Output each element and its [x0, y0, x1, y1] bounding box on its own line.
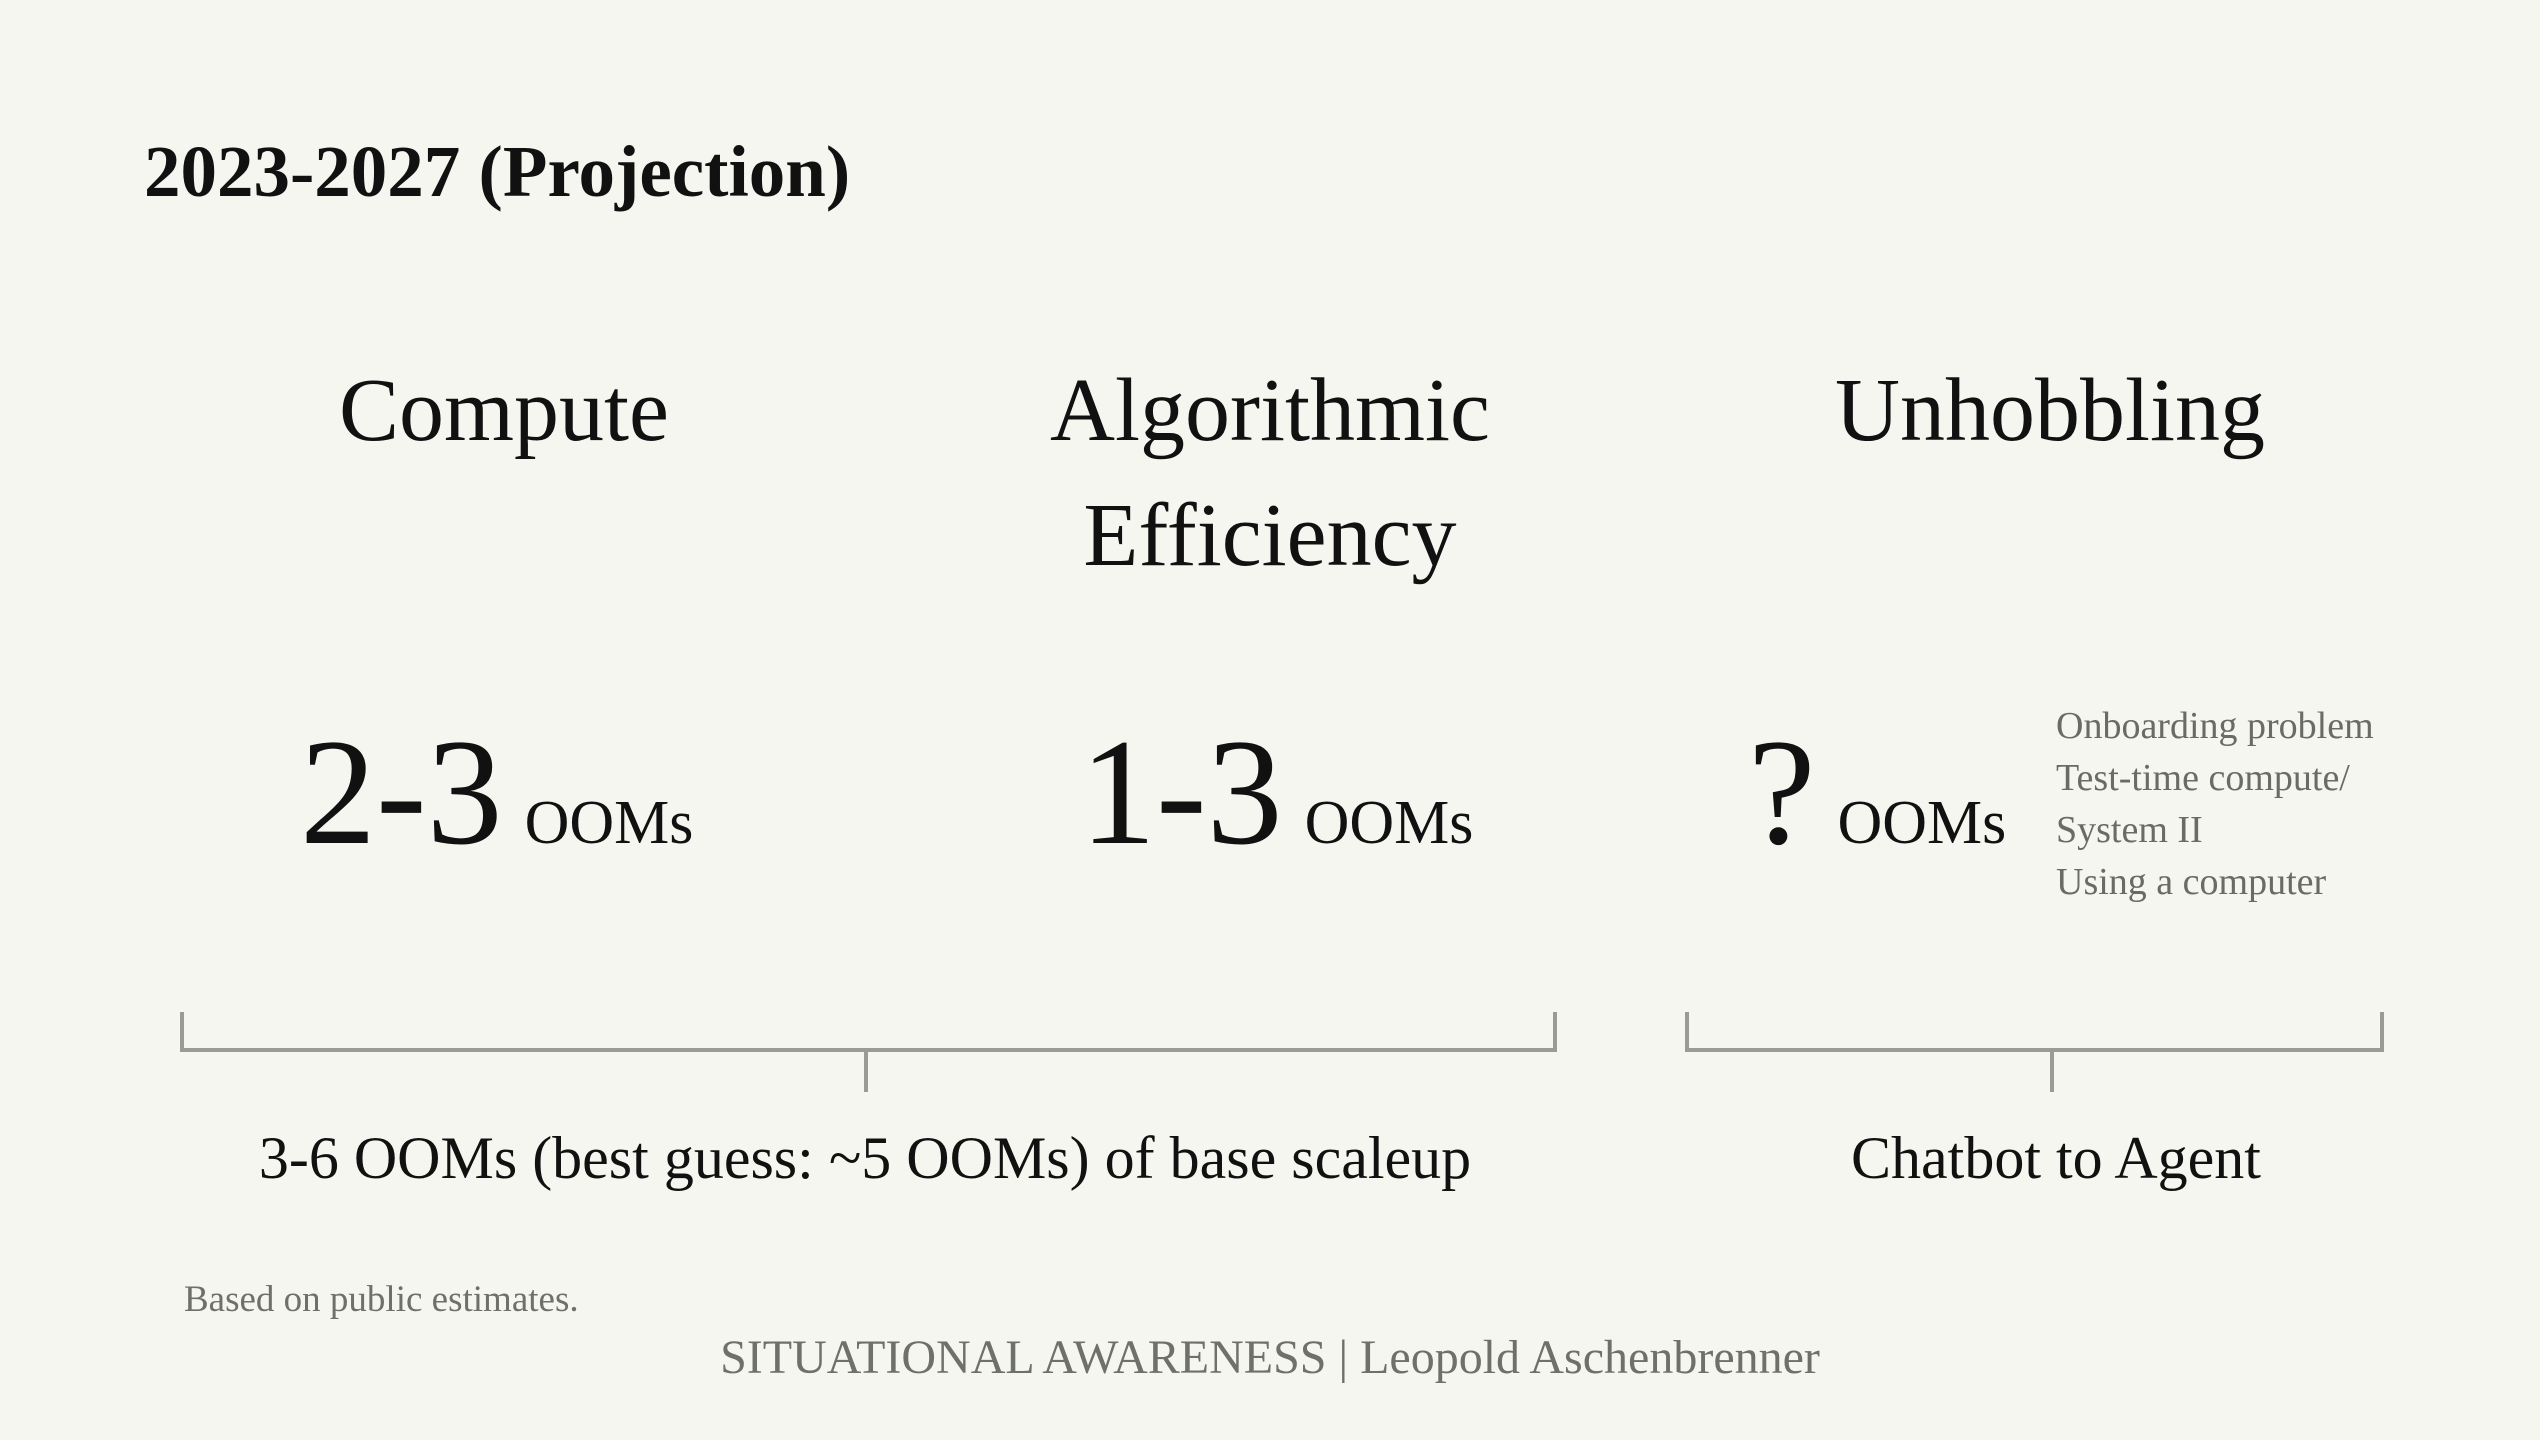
bracket-base-scaleup — [180, 1012, 1557, 1092]
ooms-algorithmic-efficiency: 1-3 OOMs — [1080, 716, 1473, 868]
column-heading-algorithmic-efficiency: Algorithmic Efficiency — [970, 348, 1570, 598]
ooms-unhobbling: ? OOMs — [1748, 716, 2006, 868]
unhobbling-example: Using a computer — [2056, 861, 2327, 903]
bracket-label-chatbot-to-agent: Chatbot to Agent — [1851, 1125, 2261, 1191]
ooms-unit-compute: OOMs — [524, 789, 694, 857]
ooms-unit-algorithmic-efficiency: OOMs — [1304, 789, 1474, 857]
credit-line: SITUATIONAL AWARENESS | Leopold Aschenbr… — [720, 1331, 1820, 1384]
bracket-chatbot-to-agent — [1685, 1012, 2384, 1092]
ooms-unit-unhobbling: OOMs — [1837, 789, 2007, 857]
ooms-compute: 2-3 OOMs — [300, 716, 693, 868]
column-heading-algorithmic-efficiency-text: Algorithmic Efficiency — [1050, 361, 1490, 585]
column-heading-compute: Compute — [339, 361, 669, 460]
unhobbling-example: Test-time compute/ — [2056, 757, 2350, 799]
ooms-value-unhobbling: ? — [1748, 708, 1816, 876]
column-heading-unhobbling: Unhobbling — [1834, 361, 2265, 460]
unhobbling-examples-list: Onboarding problem Test-time compute/ Sy… — [2056, 700, 2374, 908]
page-title: 2023-2027 (Projection) — [144, 131, 851, 212]
ooms-value-compute: 2-3 — [300, 708, 503, 876]
bracket-label-base-scaleup: 3-6 OOMs (best guess: ~5 OOMs) of base s… — [258, 1125, 1472, 1191]
unhobbling-example: System II — [2056, 809, 2203, 851]
ooms-value-algorithmic-efficiency: 1-3 — [1080, 708, 1283, 876]
footnote: Based on public estimates. — [184, 1279, 579, 1320]
unhobbling-example: Onboarding problem — [2056, 705, 2374, 747]
